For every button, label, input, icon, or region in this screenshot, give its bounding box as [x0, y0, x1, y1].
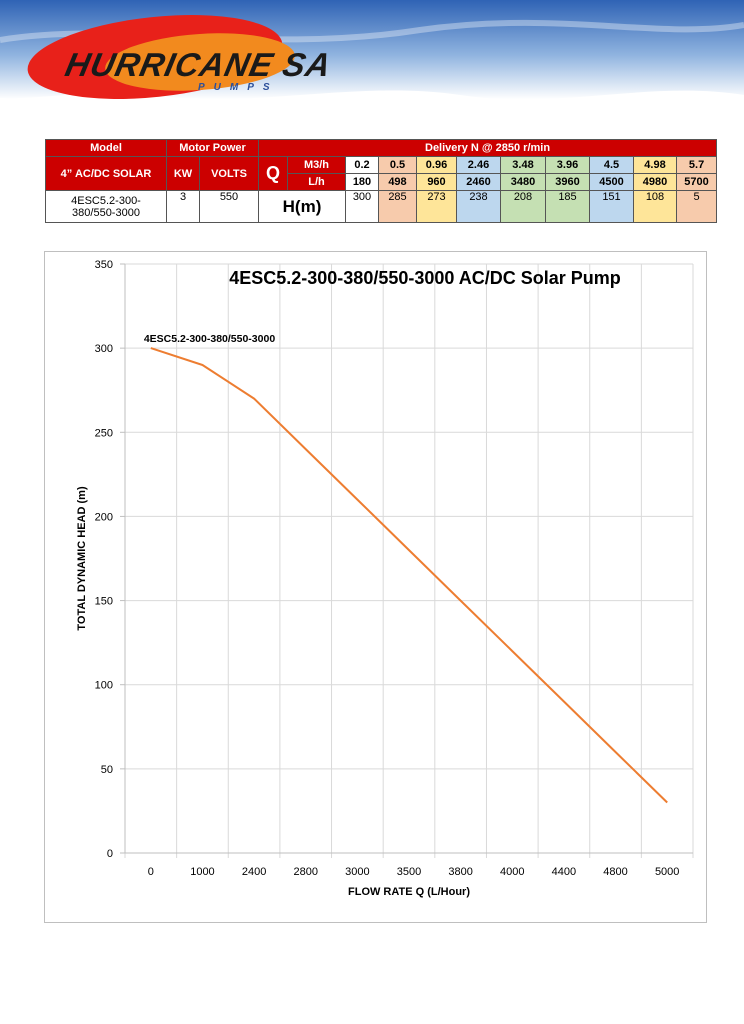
y-tick-label: 50: [101, 764, 113, 776]
lh-cell: 3960: [545, 173, 590, 191]
m3h-label: M3/h: [287, 156, 346, 174]
x-tick-label: 2400: [242, 866, 266, 878]
series-label: 4ESC5.2-300-380/550-3000: [144, 333, 276, 345]
head-cell: 300: [345, 190, 379, 223]
m3h-cell: 0.2: [345, 156, 379, 174]
header-model: Model: [45, 139, 167, 157]
y-tick-label: 300: [95, 343, 113, 355]
lh-cell: 4500: [589, 173, 634, 191]
y-tick-label: 150: [95, 596, 113, 608]
lh-cell: 960: [416, 173, 457, 191]
brand-name: HURRICANE SA: [62, 46, 336, 83]
m3h-cell: 2.46: [456, 156, 501, 174]
brand-logo: [27, 15, 295, 99]
model-type: 4” AC/DC SOLAR: [45, 156, 167, 191]
volts-value: 550: [199, 190, 259, 223]
model-name-line2: 380/550-3000: [72, 206, 140, 219]
y-tick-label: 100: [95, 680, 113, 692]
m3h-cell: 3.96: [545, 156, 590, 174]
lh-cell: 2460: [456, 173, 501, 191]
lh-cell: 498: [378, 173, 417, 191]
x-tick-label: 4400: [552, 866, 576, 878]
lh-cell: 5700: [675, 173, 718, 191]
chart-area: 0 50 100 150 200 250 300 350 0 1000 2400 2800 3000 35…: [44, 251, 707, 923]
m3h-cell: 0.96: [416, 156, 457, 174]
lh-cell: 3480: [500, 173, 546, 191]
x-tick-label: 4800: [603, 866, 627, 878]
kw-value: 3: [166, 190, 200, 223]
model-name-line1: 4ESC5.2-300-: [71, 194, 141, 207]
y-tick-label: 250: [95, 427, 113, 439]
m3h-cell: 4.5: [589, 156, 634, 174]
kw-label: KW: [166, 156, 200, 191]
m3h-cell: 5.7: [675, 156, 718, 174]
header-banner: [0, 0, 744, 115]
m3h-cell: 4.98: [633, 156, 677, 174]
x-tick-label: 3800: [448, 866, 472, 878]
head-cell: 108: [633, 190, 677, 223]
m3h-cell: 3.48: [500, 156, 546, 174]
brand-tagline: PUMPS: [198, 82, 279, 93]
y-tick-label: 350: [95, 259, 113, 271]
spec-table: Model Motor Power Delivery N @ 2850 r/mi…: [45, 139, 718, 223]
head-cell: 285: [378, 190, 417, 223]
head-cell: 151: [589, 190, 634, 223]
x-tick-label: 4000: [500, 866, 524, 878]
x-tick-label: 3000: [345, 866, 369, 878]
lh-label: L/h: [287, 173, 346, 191]
header-motor-power: Motor Power: [166, 139, 259, 157]
x-axis-title: FLOW RATE Q (L/Hour): [348, 886, 470, 898]
head-cell: 238: [456, 190, 501, 223]
lh-cell: 4980: [633, 173, 677, 191]
x-tick-label: 1000: [190, 866, 214, 878]
head-cell: 273: [416, 190, 457, 223]
chart-title: 4ESC5.2-300-380/550-3000 AC/DC Solar Pum…: [229, 268, 621, 288]
x-tick-label: 3500: [397, 866, 421, 878]
y-tick-label: 0: [107, 848, 113, 860]
x-tick-label: 5000: [655, 866, 679, 878]
head-cell: 185: [545, 190, 590, 223]
x-tick-label: 2800: [293, 866, 317, 878]
y-axis-title: TOTAL DYNAMIC HEAD (m): [76, 486, 88, 631]
q-label: Q: [258, 156, 288, 191]
header-delivery: Delivery N @ 2850 r/min: [257, 139, 718, 157]
head-cell: 208: [500, 190, 546, 223]
lh-cell: 180: [345, 173, 379, 191]
series-line: [150, 347, 668, 804]
volts-label: VOLTS: [199, 156, 259, 191]
y-tick-label: 200: [95, 511, 113, 523]
head-cell: 5: [675, 190, 718, 223]
hm-label: H(m): [258, 190, 346, 223]
x-tick-label: 0: [148, 866, 154, 878]
model-name: 4ESC5.2-300- 380/550-3000: [45, 190, 167, 223]
m3h-cell: 0.5: [378, 156, 417, 174]
